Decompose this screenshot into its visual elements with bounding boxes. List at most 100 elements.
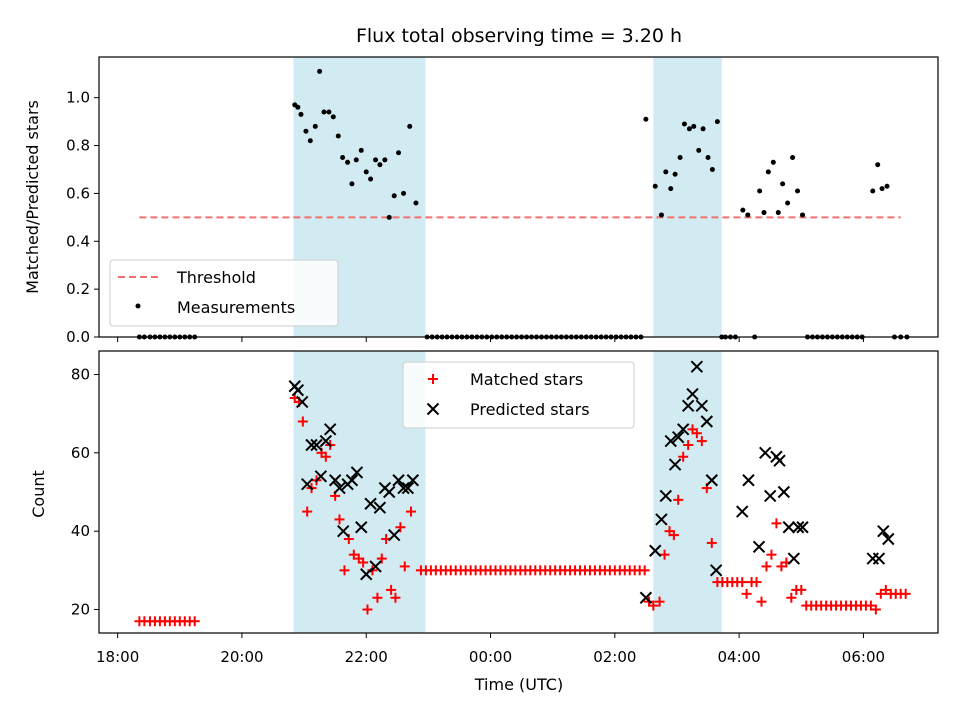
matched-star-point: [668, 530, 679, 541]
measurement-point: [652, 183, 658, 189]
chart-title: Flux total observing time = 3.20 h: [356, 25, 682, 47]
predicted-star-point: [406, 474, 420, 487]
measurement-point: [358, 147, 364, 153]
predicted-star-point: [300, 477, 314, 491]
predicted-star-point: [655, 513, 668, 526]
predicted-star-point: [337, 524, 350, 538]
measurement-point: [413, 200, 419, 206]
predicted-star-point: [668, 458, 682, 471]
measurement-point: [407, 123, 413, 129]
measurement-point: [382, 157, 388, 163]
matched-star-point: [756, 596, 767, 607]
predicted-star-point: [364, 497, 377, 510]
measurement-point: [686, 126, 692, 132]
measurement-point: [709, 166, 715, 172]
predicted-star-point: [752, 540, 766, 554]
matched-star-point: [696, 436, 707, 447]
measurement-point: [884, 183, 890, 189]
matched-star-point: [339, 565, 350, 576]
predicted-star-point: [328, 474, 342, 487]
top-plot-frame: [98, 56, 939, 338]
y-tick-label: 0.4: [66, 232, 90, 250]
x-tick-label: 06:00: [842, 648, 885, 666]
predicted-star-point: [690, 360, 704, 373]
matched-star-point: [362, 604, 373, 615]
measurement-point: [785, 200, 791, 206]
measurement-point: [340, 155, 346, 161]
bottom-x-axis: 18:00 20:00 22:00 00:00 02:00 04:00 06:00: [96, 633, 885, 666]
matched-star-point: [706, 537, 717, 548]
measurement-point: [770, 159, 776, 165]
matched-star-point: [376, 553, 387, 564]
matched-star-point: [691, 428, 702, 439]
measurement-point: [321, 109, 327, 115]
matched-star-point: [297, 416, 308, 427]
top-legend-box: [109, 259, 339, 327]
predicted-star-point: [369, 560, 382, 573]
observing-window: [653, 351, 722, 633]
measurement-point: [303, 128, 309, 134]
predicted-star-point: [742, 474, 755, 487]
matched-star-point: [372, 592, 383, 603]
predicted-star-point: [323, 423, 337, 436]
predicted-star-point: [695, 399, 709, 413]
measurement-point: [335, 133, 341, 139]
matched-star-point: [673, 494, 684, 505]
predicted-star-point: [397, 481, 410, 495]
measurement-point: [658, 212, 664, 218]
predicted-legend-label: Predicted stars: [470, 400, 590, 419]
measurement-point: [396, 150, 402, 156]
predicted-star-point: [782, 521, 796, 534]
ratio-panel: 0.0 0.2 0.4 0.6 0.8 1.0 Matched/Predicted sta…: [23, 56, 939, 346]
predicted-star-point: [387, 528, 401, 542]
predicted-star-point: [705, 474, 718, 487]
measurement-point: [875, 162, 881, 168]
count-panel: 20 40 60 80 18:00 20:00 22:00 00:00 02:00 04:00 0…: [29, 350, 939, 694]
measurement-point: [643, 116, 649, 122]
measurement-point: [312, 123, 318, 129]
predicted-star-point: [360, 568, 373, 581]
top-x-ticks: [117, 337, 864, 342]
predicted-star-point: [310, 438, 323, 452]
y-tick-label: 1.0: [66, 89, 90, 107]
measurement-point: [349, 181, 355, 187]
measurement-point: [691, 123, 697, 129]
matched-star-point: [639, 565, 650, 576]
predicted-star-point: [659, 489, 672, 503]
predicted-star-point: [709, 564, 723, 577]
matched-star-point: [399, 561, 410, 572]
bottom-y-axis: 20 40 60 80: [71, 366, 99, 619]
measurement-point: [330, 114, 336, 120]
observing-window: [653, 57, 722, 337]
predicted-star-point: [872, 552, 886, 565]
predicted-star-point: [345, 474, 359, 487]
top-y-axis-label: Matched/Predicted stars: [23, 100, 42, 294]
measurement-point: [790, 155, 796, 161]
measurement-point: [870, 188, 876, 194]
predicted-star-point: [305, 438, 318, 452]
matched-star-point: [741, 588, 752, 599]
predicted-star-point: [736, 505, 749, 518]
measurement-point: [368, 176, 374, 182]
x-axis-label: Time (UTC): [474, 675, 563, 694]
matched-star-point: [796, 584, 807, 595]
measurement-point: [326, 109, 332, 115]
predicted-legend-marker: [426, 402, 440, 416]
top-y-axis: 0.0 0.2 0.4 0.6 0.8 1.0: [66, 89, 99, 346]
predicted-star-point: [314, 470, 328, 483]
matched-star-point: [683, 440, 694, 450]
bottom-legend: Matched stars Predicted stars: [402, 361, 635, 429]
matched-star-point: [659, 549, 670, 560]
predicted-star-point: [383, 485, 396, 499]
measurement-point: [714, 119, 720, 125]
matched-star-point: [386, 584, 397, 595]
y-tick-label: 0.2: [66, 280, 90, 298]
matched-star-point: [405, 506, 416, 517]
x-tick-label: 04:00: [718, 648, 761, 666]
measurement-point: [386, 214, 392, 220]
predicted-star-point: [291, 383, 305, 397]
measurement-point: [761, 210, 767, 216]
predicted-star-point: [759, 446, 772, 460]
matched-star-point: [771, 518, 782, 529]
predicted-star-point: [777, 485, 791, 499]
